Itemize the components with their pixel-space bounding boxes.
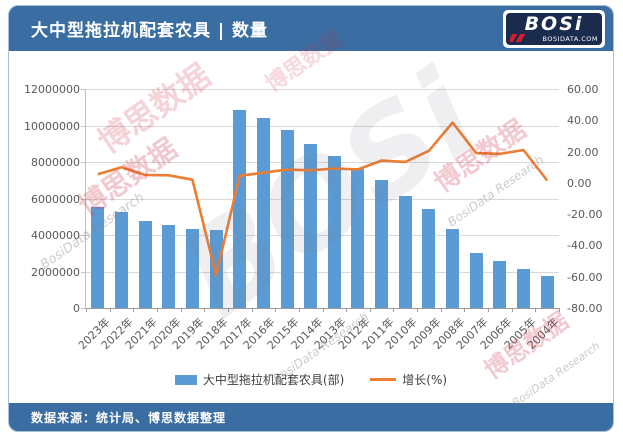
secondary-y-axis-label: 20.00	[567, 145, 599, 159]
y-axis-label: 6000000	[31, 192, 80, 206]
bar-2009年	[422, 209, 436, 308]
y-axis-label: 10000000	[24, 119, 80, 133]
x-axis-tick	[227, 308, 229, 312]
x-axis-tick	[156, 308, 158, 312]
y-axis-tick	[81, 235, 86, 236]
growth-line-series	[97, 121, 549, 277]
x-axis-tick	[133, 308, 135, 312]
bar-2005年	[517, 268, 531, 308]
y-axis-label: 4000000	[31, 229, 80, 242]
legend-line-label: 增长(%)	[402, 373, 448, 387]
gridline	[86, 89, 559, 90]
bar-2021年	[138, 220, 152, 308]
footer-bar: 数据来源：统计局、博思数据整理	[9, 403, 613, 431]
secondary-y-axis-label: 40.00	[567, 114, 599, 128]
x-axis-tick	[440, 308, 442, 312]
data-source-text: 数据来源：统计局、博思数据整理	[31, 410, 227, 425]
x-axis-tick	[298, 308, 300, 312]
secondary-y-axis-label: -40.00	[567, 239, 603, 253]
y-axis-label: 12000000	[24, 83, 80, 96]
secondary-y-axis-label: 60.00	[567, 83, 599, 96]
x-axis-tick	[180, 308, 182, 312]
y-axis-tick	[81, 308, 86, 309]
x-axis-tick	[535, 308, 537, 312]
bar-2016年	[256, 118, 270, 308]
chart-card: 大中型拖拉机配套农具 | 数量 BOSi BOSIDATA.COM 0 20000…	[8, 5, 614, 432]
secondary-y-axis-label: -20.00	[567, 208, 603, 222]
x-axis-tick	[511, 308, 513, 312]
x-axis-tick	[417, 308, 419, 312]
bosi-logo-word: BOSi	[524, 12, 584, 35]
bar-2011年	[375, 180, 389, 308]
bar-2015年	[280, 130, 294, 308]
bar-2004年	[540, 276, 554, 308]
secondary-y-axis-label: -80.00	[567, 302, 603, 315]
bosi-logo-inner: BOSi BOSIDATA.COM	[506, 12, 602, 45]
secondary-y-axis-label: -60.00	[567, 270, 603, 284]
bar-2007年	[469, 253, 483, 308]
legend-bar-label: 大中型拖拉机配套农具(部)	[202, 373, 345, 387]
y-axis-label: 2000000	[31, 265, 80, 279]
x-axis-tick	[346, 308, 348, 312]
secondary-y-axis-label: 0.00	[567, 176, 592, 190]
page-title: 大中型拖拉机配套农具 | 数量	[31, 21, 269, 41]
legend-bar-swatch	[174, 374, 197, 385]
bosi-logo-red-marks	[510, 33, 526, 42]
gridline	[86, 198, 559, 200]
plot-area	[81, 89, 560, 312]
x-axis-tick	[393, 308, 395, 312]
bar-2017年	[233, 110, 247, 308]
chart-area: 0 2000000 4000000 6000000 8000000 10000000 120…	[9, 51, 613, 405]
bar-2014年	[304, 143, 318, 308]
bar-2006年	[493, 260, 507, 308]
x-axis-tick	[369, 308, 371, 312]
x-axis-tick	[464, 308, 466, 312]
legend-line-swatch	[370, 378, 397, 381]
header-bar: 大中型拖拉机配套农具 | 数量 BOSi BOSIDATA.COM	[9, 6, 613, 51]
y-axis-tick	[81, 89, 86, 90]
x-axis-tick	[251, 308, 253, 312]
y-axis-label: 8000000	[31, 156, 80, 169]
gridline	[86, 162, 559, 163]
bar-2018年	[209, 230, 223, 308]
bar-2012年	[351, 168, 365, 308]
gridline	[86, 125, 559, 127]
bar-2023年	[91, 206, 105, 308]
x-axis-tick	[488, 308, 490, 312]
bar-2022年	[114, 211, 128, 308]
x-axis-tick	[109, 308, 111, 312]
gridline	[86, 235, 559, 236]
y-axis-label: 0	[73, 302, 80, 315]
x-axis-tick	[322, 308, 324, 312]
bar-2019年	[185, 228, 199, 308]
bar-2013年	[327, 155, 341, 308]
bar-2010年	[398, 195, 412, 308]
x-axis-tick	[204, 308, 206, 312]
legend-item-bars: 大中型拖拉机配套农具(部)	[174, 371, 345, 388]
bar-2008年	[446, 228, 460, 308]
bosi-logo: BOSi BOSIDATA.COM	[503, 9, 605, 48]
x-axis-tick	[86, 308, 87, 312]
y-axis-tick	[81, 162, 86, 163]
x-axis-tick	[275, 308, 277, 312]
y-axis-tick	[81, 125, 86, 127]
y-axis-tick	[81, 271, 86, 273]
y-axis-tick	[81, 198, 86, 200]
legend-item-line: 增长(%)	[370, 371, 447, 388]
bar-2020年	[162, 224, 176, 308]
bosi-logo-domain: BOSIDATA.COM	[542, 34, 598, 43]
gridline	[86, 271, 559, 273]
legend: 大中型拖拉机配套农具(部) 增长(%)	[9, 371, 613, 388]
x-axis-tick	[559, 308, 560, 312]
